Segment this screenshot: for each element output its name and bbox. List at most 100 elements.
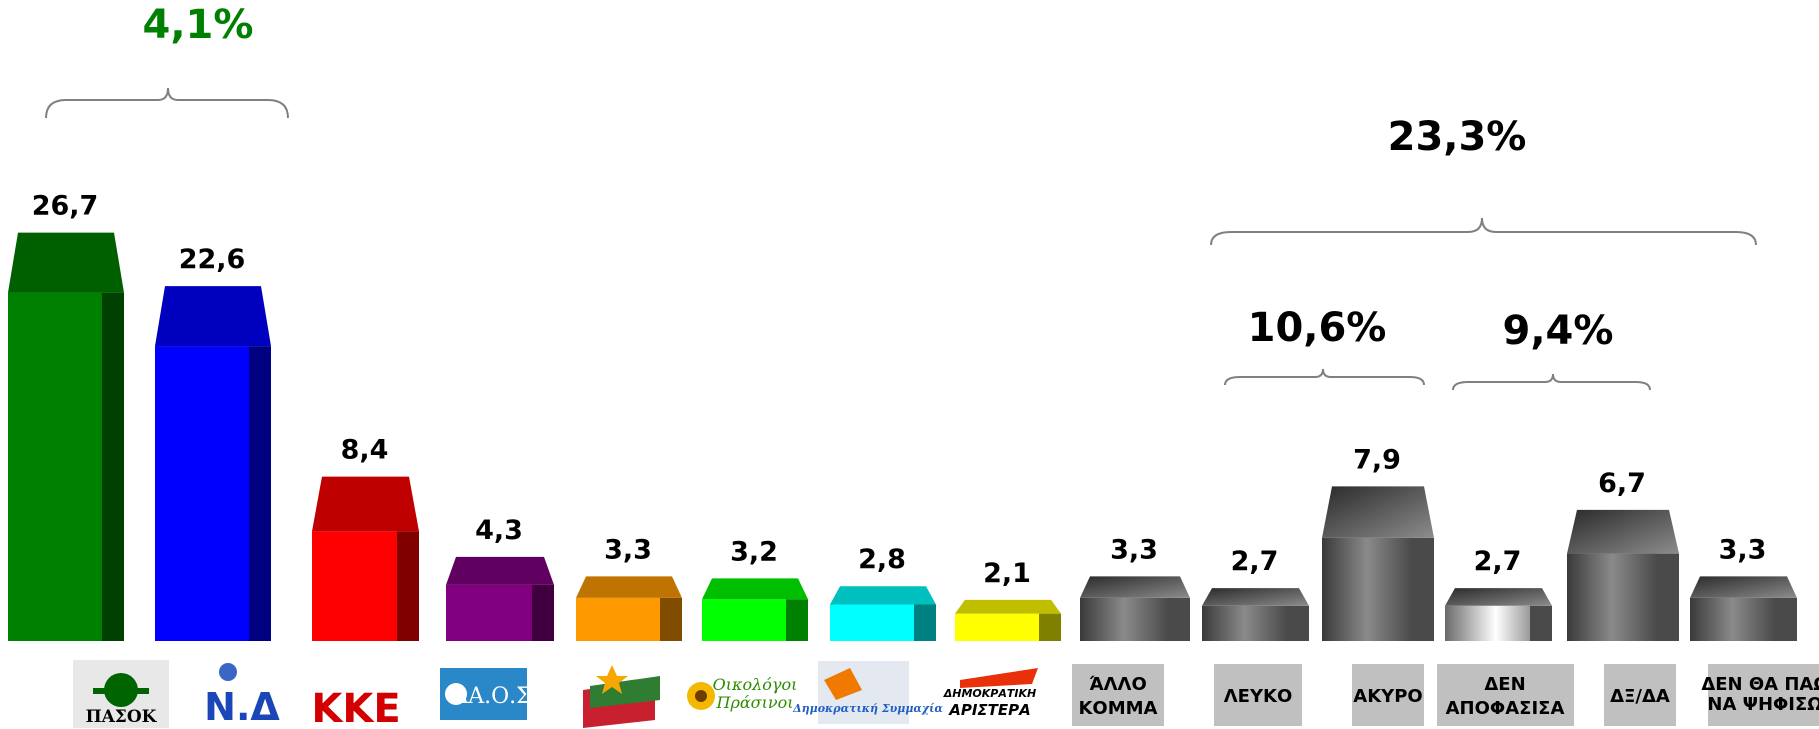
svg-text:Ν.Δ: Ν.Δ (204, 685, 280, 729)
bar-7 (955, 599, 1061, 641)
data-label: 2,7 (1474, 546, 1522, 577)
bar-front (312, 531, 397, 641)
bar-top (576, 576, 682, 598)
bar-top (1445, 588, 1552, 606)
logo-syriza (583, 665, 660, 728)
data-label: 3,3 (1719, 534, 1767, 565)
bar-side (660, 597, 682, 641)
bar-side (1287, 605, 1309, 641)
bar-top (1202, 588, 1309, 606)
bar-top (312, 476, 419, 532)
bar-top (830, 586, 936, 605)
brace-pasok-nd (45, 87, 289, 119)
bar-top (1690, 576, 1797, 598)
bar-13 (1690, 576, 1797, 641)
svg-text:ΛΑ.Ο.Σ: ΛΑ.Ο.Σ (451, 684, 531, 709)
bar-12 (1567, 509, 1679, 641)
bar-side (397, 531, 419, 641)
bar-front (702, 599, 786, 641)
bar-side (1775, 597, 1797, 641)
svg-text:ΔΗΜΟΚΡΑΤΙΚΗ: ΔΗΜΟΚΡΑΤΙΚΗ (943, 687, 1036, 700)
data-label: 2,8 (858, 544, 906, 575)
bar-11 (1445, 588, 1552, 641)
bar-front (155, 346, 249, 641)
bar-top (955, 599, 1061, 614)
data-label: 2,7 (1231, 546, 1279, 577)
brace-total-other (1210, 217, 1757, 246)
data-label: 26,7 (32, 191, 99, 222)
data-label: 22,6 (179, 244, 246, 275)
svg-text:ΔΕΝ: ΔΕΝ (1484, 674, 1525, 695)
bar-top (1322, 486, 1434, 538)
logo-dimar: ΔΗΜΟΚΡΑΤΙΚΗ ΑΡΙΣΤΕΡΑ (943, 668, 1038, 719)
label-allo-komma: ΆΛΛΟ ΚΟΜΜΑ (1072, 664, 1164, 726)
svg-text:ΛΕΥΚΟ: ΛΕΥΚΟ (1224, 686, 1293, 707)
bar-0 (8, 232, 124, 641)
svg-text:ΑΠΟΦΑΣΙΣΑ: ΑΠΟΦΑΣΙΣΑ (1446, 698, 1565, 719)
svg-text:ΔΞ/ΔΑ: ΔΞ/ΔΑ (1610, 686, 1670, 707)
bar-6 (830, 586, 936, 641)
annotation-undecided: 9,4% (1503, 308, 1614, 354)
bar-front (830, 604, 914, 641)
logo-nd: Ν.Δ (204, 663, 280, 729)
bar-side (1530, 605, 1552, 641)
bar-4 (576, 576, 682, 641)
bar-3 (446, 556, 554, 641)
logo-ecogreens: Οικολόγοι Πράσινοι (687, 675, 797, 712)
logo-pasok: ΠΑΣΟΚ (73, 660, 169, 728)
bar-front (1690, 597, 1775, 641)
data-label: 8,4 (341, 435, 389, 466)
bar-10 (1322, 486, 1434, 641)
logo-kke: ΚΚΕ (311, 655, 401, 729)
bar-top (1080, 576, 1190, 598)
annotation-total-other: 23,3% (1388, 114, 1527, 160)
bar-side (1168, 597, 1190, 641)
data-label: 2,1 (983, 558, 1031, 589)
data-label: 3,3 (604, 534, 652, 565)
bar-front (1080, 597, 1168, 641)
bar-2 (312, 476, 419, 641)
bar-top (702, 578, 808, 600)
bar-top (8, 232, 124, 293)
svg-text:ΝΑ ΨΗΦΙΣΩ: ΝΑ ΨΗΦΙΣΩ (1707, 694, 1819, 715)
data-label: 6,7 (1598, 468, 1646, 499)
bar-1 (155, 286, 271, 641)
svg-text:ΚΚΕ: ΚΚΕ (311, 686, 400, 729)
bar-top (155, 286, 271, 347)
bar-9 (1202, 588, 1309, 641)
svg-text:ΑΚΥΡΟ: ΑΚΥΡΟ (1353, 686, 1422, 707)
svg-text:Δημοκρατική Συμμαχία: Δημοκρατική Συμμαχία (792, 702, 943, 715)
bar-8 (1080, 576, 1190, 641)
data-label: 3,3 (1110, 534, 1158, 565)
label-dxda: ΔΞ/ΔΑ (1604, 664, 1676, 726)
brace-undecided (1452, 373, 1651, 391)
bar-side (1039, 613, 1061, 641)
bar-side (1412, 537, 1434, 641)
bar-side (1657, 553, 1679, 641)
annotation-difference: 4,1% (143, 2, 254, 48)
label-lefko: ΛΕΥΚΟ (1214, 664, 1302, 726)
bar-side (249, 346, 271, 641)
bar-front (446, 584, 532, 641)
svg-text:ΆΛΛΟ: ΆΛΛΟ (1089, 674, 1147, 695)
svg-text:ΔΕΝ ΘΑ ΠΑΩ: ΔΕΝ ΘΑ ΠΑΩ (1701, 674, 1819, 695)
bar-front (1322, 537, 1412, 641)
bar-front (8, 292, 102, 641)
label-den-apofasisa: ΔΕΝ ΑΠΟΦΑΣΙΣΑ (1437, 664, 1574, 726)
bars-group: 26,7 22,6 8,4 4,3 3,3 3,2 2,8 2,1 3,3 2,7 7,9 2,7 6,… (8, 191, 1797, 641)
logo-dimsym: Δημοκρατική Συμμαχία (792, 661, 943, 724)
svg-text:Πράσινοι: Πράσινοι (716, 693, 794, 712)
data-label: 7,9 (1353, 444, 1401, 475)
bar-front (1567, 553, 1657, 641)
data-label: 4,3 (475, 515, 523, 546)
label-akyro: ΑΚΥΡΟ (1352, 664, 1424, 726)
svg-text:ΑΡΙΣΤΕΡΑ: ΑΡΙΣΤΕΡΑ (948, 701, 1031, 719)
annotation-blank-invalid: 10,6% (1248, 305, 1387, 351)
data-label: 3,2 (730, 536, 778, 567)
bar-front (955, 613, 1039, 641)
svg-text:Οικολόγοι: Οικολόγοι (713, 675, 798, 694)
bar-front (1202, 605, 1287, 641)
bar-front (1445, 605, 1530, 641)
bar-top (446, 556, 554, 585)
